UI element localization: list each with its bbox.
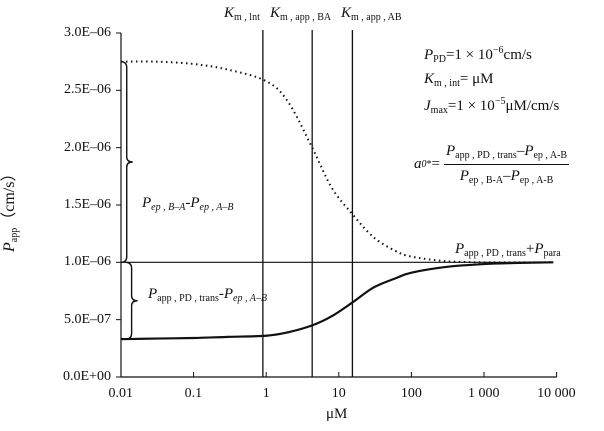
b: P — [223, 286, 234, 302]
n-sep: – — [516, 143, 525, 159]
b-sub: ep , A–B — [199, 202, 234, 213]
ps: m , int — [434, 78, 460, 89]
y-tick-label: 5.0E–07 — [64, 311, 112, 327]
f-lhs: a — [414, 156, 422, 172]
n-b-sub: ep , A-B — [533, 150, 568, 161]
x-tick-label: 1 000 — [468, 386, 500, 401]
efflux-curve-dotted — [120, 60, 554, 264]
b: P — [190, 195, 200, 211]
x-tick-label: 10 000 — [537, 386, 576, 401]
n-b: P — [524, 143, 534, 159]
n-a-sub: app , PD , trans — [455, 150, 517, 161]
k-sub: m , app , BA — [280, 12, 332, 23]
annotation-plateau: Papp , PD , trans+Ppara — [455, 242, 561, 259]
vline-label-km-app-ab: Km , app , AB — [341, 6, 402, 23]
pv: P — [424, 47, 434, 63]
sep: - — [185, 195, 191, 211]
y-tick-label: 2.0E–06 — [64, 139, 112, 155]
d-a-sub: ep , B-A — [468, 175, 504, 186]
param-jmax: Jmax=1 × 10−5μM/cm/s — [424, 97, 559, 116]
d-b: P — [510, 168, 520, 184]
k-sub: m , lnt — [234, 12, 260, 23]
psup: −6 — [492, 45, 504, 56]
influx-curve-solid — [120, 261, 554, 341]
pr1: =1 × 10 — [445, 47, 493, 63]
y-tick-label: 0.0E+00 — [63, 369, 111, 384]
a: P — [455, 241, 465, 257]
k-main: K — [270, 5, 281, 21]
annotation-brace2: Papp , PD , trans-Pep , A–B — [148, 287, 267, 304]
param-km-int: Km , int= μM — [424, 72, 493, 89]
x-tick-label: 100 — [400, 386, 422, 401]
pr1: =1 × 10 — [447, 98, 495, 114]
y-tick-label: 2.5E–06 — [64, 82, 112, 98]
d-a: P — [459, 168, 469, 184]
vline-label-km-int: Km , lnt — [224, 6, 260, 23]
denominator: Pep , B-A–Pep , A-B — [458, 165, 556, 186]
y-tick-label: 3.0E–06 — [64, 25, 112, 40]
x-tick-label: 0.01 — [108, 386, 134, 401]
k-sub: m , app , AB — [351, 12, 402, 23]
ps: PD — [433, 54, 446, 65]
f-lhs-sub: 0 — [421, 159, 427, 170]
k-main: K — [224, 5, 235, 21]
psup: −5 — [494, 96, 506, 107]
brace-2 — [125, 261, 138, 340]
b-sub: ep , A–B — [233, 293, 267, 304]
a-sub: app , PD , trans — [157, 293, 219, 304]
formula-a0: a 0 * = Papp , PD , trans–Pep , A-B Pep , B… — [414, 143, 570, 186]
x-tick-label: 1 — [262, 386, 270, 401]
f-eq: = — [431, 156, 440, 172]
y-tick-label: 1.5E–06 — [64, 197, 112, 212]
brace-1 — [120, 60, 133, 264]
sep: - — [218, 286, 224, 302]
vline-label-km-app-ba: Km , app , BA — [270, 6, 331, 23]
a: P — [142, 195, 152, 211]
pv: K — [424, 71, 435, 87]
annotation-brace1: Pep , B–A-Pep , A–B — [142, 196, 233, 213]
x-tick-label: 0.1 — [184, 386, 203, 401]
a-sub: app , PD , trans — [464, 248, 526, 259]
y-axis-label: Papp（cm/s） — [1, 165, 20, 252]
d-sep: – — [503, 168, 511, 184]
n-a: P — [445, 143, 456, 159]
sep: + — [525, 241, 535, 257]
pr2: cm/s — [503, 47, 532, 63]
pv: J — [424, 98, 431, 114]
pr1: = μM — [459, 71, 494, 87]
x-tick-label: 10 — [331, 386, 346, 401]
pr2: μM/cm/s — [505, 98, 560, 114]
param-ppd: PPD=1 × 10−6cm/s — [424, 46, 532, 65]
a-sub: ep , B–A — [151, 202, 186, 213]
d-b-sub: ep , A-B — [519, 175, 554, 186]
b-sub: para — [543, 248, 561, 259]
b: P — [534, 241, 544, 257]
ps: max — [430, 105, 448, 116]
fraction: Papp , PD , trans–Pep , A-B Pep , B-A–Pe… — [443, 143, 570, 186]
y-label-sub: app — [9, 227, 20, 243]
y-tick-label: 1.0E–06 — [64, 254, 112, 270]
y-label-unit: （cm/s） — [1, 165, 18, 228]
numerator: Papp , PD , trans–Pep , A-B — [443, 143, 570, 165]
k-main: K — [341, 5, 352, 21]
a: P — [148, 286, 158, 302]
f-lhs-sup: * — [426, 159, 432, 170]
y-label-main: P — [1, 242, 18, 252]
x-axis-label: μM — [326, 406, 348, 422]
